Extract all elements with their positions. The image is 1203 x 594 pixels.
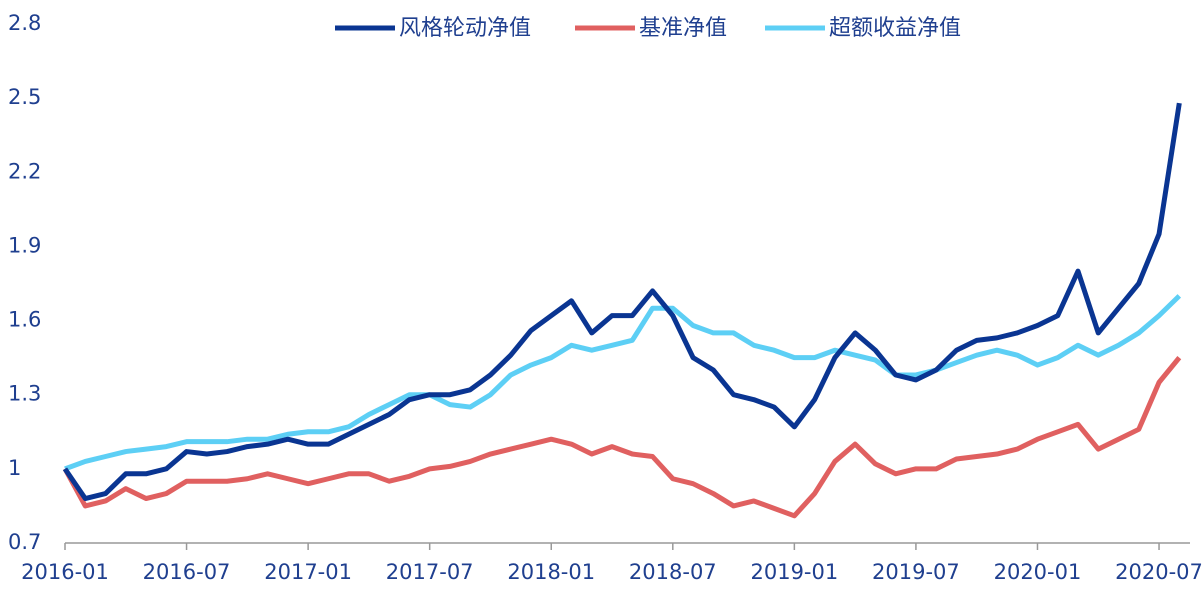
y-tick-label: 1.9 — [8, 233, 41, 257]
y-tick-label: 2.8 — [8, 11, 41, 35]
x-tick-label: 2018-01 — [507, 560, 595, 584]
x-tick-label: 2020-01 — [994, 560, 1082, 584]
x-tick-label: 2017-01 — [264, 560, 352, 584]
y-tick-label: 1.6 — [8, 308, 41, 332]
legend-label: 超额收益净值 — [829, 16, 961, 41]
x-tick-label: 2016-01 — [21, 560, 109, 584]
y-tick-label: 2.2 — [8, 159, 41, 183]
x-tick-label: 2019-07 — [872, 560, 960, 584]
series-line — [62, 102, 1182, 502]
x-tick-label: 2020-07 — [1115, 560, 1203, 584]
series-line — [64, 294, 1182, 472]
legend-label: 风格轮动净值 — [399, 16, 531, 41]
legend-label: 基准净值 — [639, 16, 727, 41]
x-tick-label: 2018-07 — [629, 560, 717, 584]
x-tick-label: 2017-07 — [386, 560, 474, 584]
y-tick-label: 2.5 — [8, 85, 41, 109]
x-tick-label: 2019-01 — [750, 560, 838, 584]
y-tick-label: 1.3 — [8, 382, 41, 406]
series-line — [62, 356, 1182, 519]
y-tick-label: 0.7 — [8, 530, 41, 554]
y-tick-label: 1 — [8, 456, 21, 480]
x-tick-label: 2016-07 — [143, 560, 231, 584]
